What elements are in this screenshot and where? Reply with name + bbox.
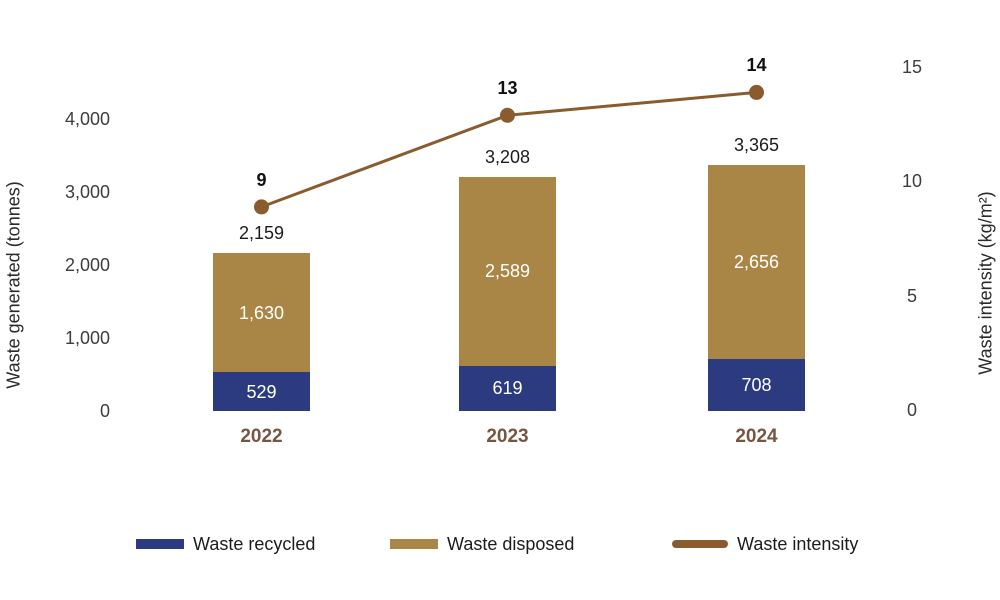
bar-value-recycled: 708 [741, 375, 772, 396]
x-axis-year-label: 2024 [735, 426, 778, 447]
right-axis-tick: 0 [906, 400, 917, 420]
bar-segment-waste-disposed: 2,589 [459, 176, 556, 366]
legend-item-waste-disposed: Waste disposed [390, 533, 574, 555]
bar-total-label: 3,208 [484, 146, 531, 167]
bar-value-disposed: 2,656 [733, 252, 780, 273]
bar-segment-waste-recycled: 619 [459, 365, 556, 411]
left-axis-tick: 1,000 [64, 328, 110, 348]
legend-rect-swatch [390, 539, 438, 549]
left-axis-tick: 2,000 [64, 255, 110, 275]
x-axis-year-label: 2022 [240, 426, 283, 447]
x-axis-year-label: 2023 [486, 426, 529, 447]
bar-total-label: 2,159 [238, 223, 285, 244]
bar-total-label: 3,365 [733, 135, 780, 156]
bar-value-disposed: 2,589 [484, 261, 531, 282]
bar-segment-waste-recycled: 708 [708, 359, 805, 411]
right-axis-tick: 5 [906, 285, 917, 306]
intensity-value-label: 14 [746, 55, 767, 76]
right-axis-tick: 15 [901, 56, 923, 77]
legend-item-waste-recycled: Waste recycled [136, 533, 315, 555]
intensity-value-label: 13 [497, 78, 518, 99]
intensity-value-label: 9 [256, 169, 267, 190]
legend-rect-swatch [136, 539, 184, 549]
legend-label: Waste recycled [193, 533, 316, 554]
legend-label: Waste intensity [737, 533, 859, 554]
bar-value-recycled: 529 [246, 381, 277, 402]
legend-line-swatch [672, 540, 728, 548]
bar-segment-waste-disposed: 2,656 [708, 165, 805, 360]
left-axis-tick: 4,000 [64, 109, 110, 129]
bar-segment-waste-disposed: 1,630 [213, 253, 310, 373]
left-axis-tick: 0 [99, 401, 110, 421]
right-axis-title: Waste intensity (kg/m²) [975, 191, 996, 375]
left-axis-title: Waste generated (tonnes) [3, 181, 24, 389]
bar-value-disposed: 1,630 [238, 302, 285, 323]
legend-item-waste-intensity: Waste intensity [672, 533, 858, 555]
left-axis-tick: 3,000 [64, 182, 110, 202]
bar-segment-waste-recycled: 529 [213, 372, 310, 411]
waste-intensity-point [254, 199, 269, 215]
bar-value-recycled: 619 [492, 378, 523, 399]
right-axis-tick: 10 [901, 171, 923, 191]
waste-intensity-point [749, 84, 764, 100]
waste-intensity-point [500, 107, 515, 123]
legend-label: Waste disposed [447, 533, 575, 554]
